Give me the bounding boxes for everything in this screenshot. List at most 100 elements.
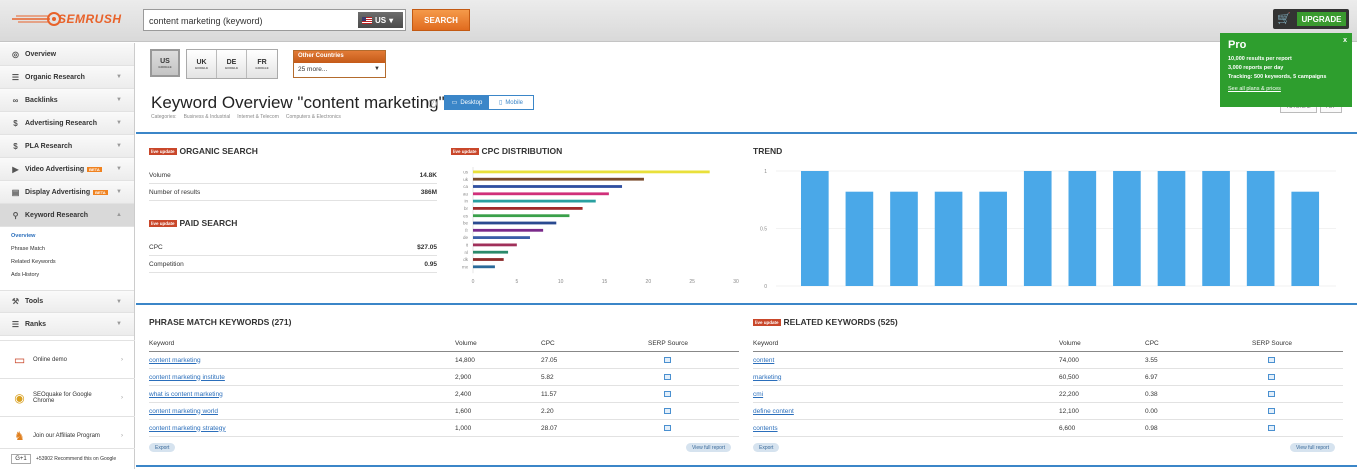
column-header[interactable]: SERP Source [648, 339, 688, 347]
cpc-bar[interactable] [473, 214, 570, 218]
trend-bar[interactable] [1023, 171, 1052, 286]
close-icon[interactable]: x [1343, 37, 1347, 44]
column-header[interactable]: Volume [1059, 339, 1081, 347]
sidebar-item-backlinks[interactable]: ∞ Backlinks ▼ [0, 89, 134, 112]
sidebar-item-display-advertising[interactable]: ▤ Display Advertising BETA ▼ [0, 181, 134, 204]
keyword-link[interactable]: content marketing world [149, 407, 219, 415]
database-button-fr[interactable]: FR GOOGLE [247, 50, 277, 78]
cpc-bar[interactable] [473, 192, 609, 196]
sidebar-item-organic-research[interactable]: ☰ Organic Research ▼ [0, 66, 134, 89]
cpc-bar[interactable] [473, 199, 596, 203]
promo-online-demo[interactable]: ▭ Online demo › [0, 340, 135, 378]
serp-source-icon[interactable] [664, 425, 671, 431]
related-export-button[interactable]: Export [753, 443, 780, 452]
cpc-bar[interactable] [473, 177, 644, 181]
subnav-item-related-keywords[interactable]: Related Keywords [11, 259, 56, 265]
keyword-link[interactable]: content marketing [149, 356, 201, 364]
sidebar-item-tools[interactable]: ⚒ Tools ▼ [0, 290, 134, 313]
row-value: 0.95 [424, 260, 437, 268]
trend-bar[interactable] [934, 191, 963, 286]
trend-bar[interactable] [1157, 171, 1186, 286]
trend-bar[interactable] [1113, 171, 1141, 286]
database-select[interactable]: US ▾ [358, 12, 403, 28]
trend-bar[interactable] [801, 171, 829, 286]
sidebar-item-label: Display Advertising [25, 188, 91, 196]
cpc-bar[interactable] [473, 243, 517, 247]
phrase-match-view-full-button[interactable]: View full report [686, 443, 731, 452]
mobile-tab[interactable]: ▯ Mobile [489, 96, 533, 109]
cpc-bar[interactable] [473, 228, 544, 232]
serp-source-icon[interactable] [664, 408, 671, 414]
serp-source-icon[interactable] [1268, 408, 1275, 414]
column-header[interactable]: Keyword [149, 339, 175, 347]
subnav-item-ads-history[interactable]: Ads History [11, 272, 40, 278]
play-icon: ▶ [12, 164, 19, 174]
sidebar-item-pla-research[interactable]: $ PLA Research ▼ [0, 135, 134, 158]
column-header[interactable]: CPC [1145, 339, 1159, 347]
promo-google-plus[interactable]: G+1 +53902 Recommend this on Google [0, 448, 135, 469]
keyword-link[interactable]: define content [753, 407, 794, 415]
column-header[interactable]: SERP Source [1252, 339, 1292, 347]
cpc-bar[interactable] [473, 207, 583, 210]
cart-icon[interactable]: 🛒 [1277, 13, 1291, 25]
semrush-logo[interactable] [10, 11, 125, 27]
serp-source-icon[interactable] [1268, 357, 1275, 363]
subnav-item-overview[interactable]: Overview [11, 233, 36, 239]
plans-prices-link[interactable]: See all plans & prices [1228, 86, 1281, 92]
cpc-bar[interactable] [473, 185, 623, 188]
cpc-bar[interactable] [473, 236, 530, 239]
column-header[interactable]: Volume [455, 339, 477, 347]
trend-bar[interactable] [1068, 171, 1097, 286]
trend-bar[interactable] [1202, 171, 1230, 286]
keyword-link[interactable]: contents [753, 424, 778, 432]
keyword-link[interactable]: content marketing strategy [149, 424, 226, 432]
serp-source-icon[interactable] [664, 357, 671, 363]
list-icon: ☰ [11, 72, 20, 82]
other-countries-select[interactable]: Other Countries 25 more... [293, 50, 386, 78]
search-input[interactable] [149, 14, 354, 27]
cpc-bar[interactable] [473, 221, 557, 225]
row-label: Competition [149, 260, 184, 268]
database-button-de[interactable]: DE GOOGLE [217, 50, 247, 78]
serp-source-icon[interactable] [664, 374, 671, 380]
trend-bar[interactable] [1291, 191, 1320, 286]
cpc-bar[interactable] [473, 265, 495, 269]
cpc-bar[interactable] [473, 250, 509, 254]
keyword-link[interactable]: what is content marketing [149, 390, 223, 398]
sidebar-item-label: Keyword Research [25, 211, 89, 219]
cpc-bar[interactable] [473, 170, 710, 174]
search-button[interactable]: SEARCH [412, 9, 470, 31]
trend-bar[interactable] [979, 191, 1007, 286]
database-button-us[interactable]: US GOOGLE [150, 49, 180, 77]
column-header[interactable]: CPC [541, 339, 555, 347]
serp-source-icon[interactable] [1268, 391, 1275, 397]
sidebar-item-video-advertising[interactable]: ▶ Video Advertising BETA ▼ [0, 158, 134, 181]
phrase-match-export-button[interactable]: Export [149, 443, 176, 452]
help-icon[interactable]: ? [428, 99, 437, 108]
column-header[interactable]: Keyword [753, 339, 779, 347]
serp-source-icon[interactable] [1268, 425, 1275, 431]
keyword-link[interactable]: cmi [753, 390, 764, 398]
sidebar-item-ranks[interactable]: ☰ Ranks ▼ [0, 313, 134, 336]
pro-popup-line: Tracking: 500 keywords, 5 campaigns [1228, 74, 1327, 80]
sidebar-item-overview[interactable]: ◎ Overview [0, 43, 134, 66]
related-view-full-button[interactable]: View full report [1290, 443, 1335, 452]
trend-bar[interactable] [845, 191, 874, 286]
upgrade-button[interactable]: UPGRADE [1297, 12, 1346, 26]
serp-source-icon[interactable] [664, 391, 671, 397]
database-button-uk[interactable]: UK GOOGLE [187, 50, 217, 78]
promo-affiliate[interactable]: ♞ Join our Affiliate Program › [0, 416, 135, 454]
subnav-item-phrase-match[interactable]: Phrase Match [11, 246, 45, 252]
sidebar-item-keyword-research[interactable]: ⚲ Keyword Research ▲ [0, 204, 134, 227]
keyword-link[interactable]: content [753, 356, 775, 364]
keyword-research-subnav: Overview Phrase Match Related Keywords A… [0, 227, 134, 290]
trend-bar[interactable] [1246, 171, 1275, 286]
serp-source-icon[interactable] [1268, 374, 1275, 380]
desktop-tab[interactable]: ▭ Desktop [445, 96, 489, 109]
keyword-link[interactable]: content marketing institute [149, 373, 225, 381]
trend-bar[interactable] [890, 191, 918, 286]
promo-seoquake[interactable]: ◉ SEOquake for Google Chrome › [0, 378, 135, 416]
sidebar-item-advertising-research[interactable]: $ Advertising Research ▼ [0, 112, 134, 135]
keyword-link[interactable]: marketing [753, 373, 782, 381]
cpc-bar[interactable] [473, 258, 504, 261]
